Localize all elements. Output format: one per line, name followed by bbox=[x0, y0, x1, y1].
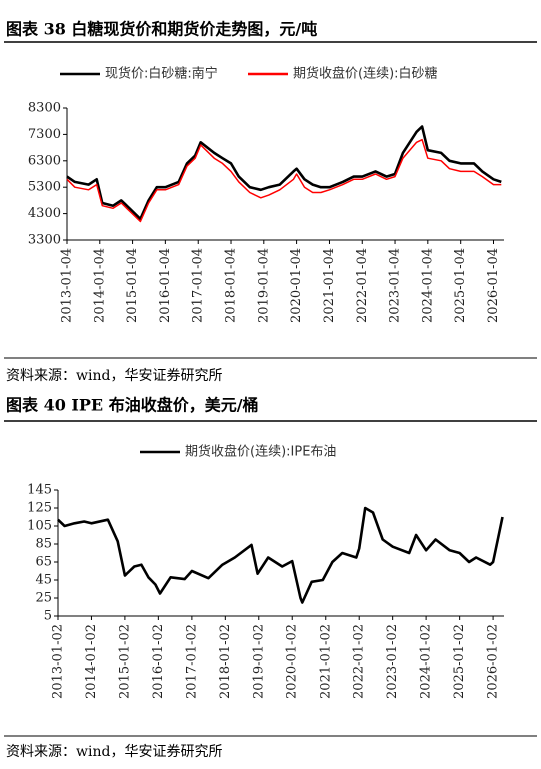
x-tick-label: 2016-01-04 bbox=[158, 248, 173, 323]
x-tick-label: 2014-01-02 bbox=[84, 624, 99, 699]
y-tick-label: 8300 bbox=[28, 101, 61, 116]
y-tick-label: 3300 bbox=[28, 233, 61, 248]
legend-label: 期货收盘价(连续):IPE布油 bbox=[185, 444, 336, 460]
y-tick-label: 6300 bbox=[28, 153, 61, 168]
x-tick-label: 2015-01-02 bbox=[117, 624, 132, 699]
y-tick-label: 25 bbox=[35, 591, 52, 606]
x-tick-label: 2020-01-04 bbox=[289, 248, 304, 323]
x-tick-label: 2022-01-04 bbox=[355, 248, 370, 323]
x-tick-label: 2021-01-02 bbox=[318, 624, 333, 699]
x-tick-label: 2019-01-02 bbox=[251, 624, 266, 699]
x-tick-label: 2023-01-04 bbox=[388, 248, 403, 323]
legend-label: 期货收盘价(连续):白砂糖 bbox=[293, 66, 438, 82]
x-tick-label: 2021-01-04 bbox=[322, 248, 337, 323]
y-tick-label: 125 bbox=[27, 501, 52, 516]
x-tick-label: 2017-01-02 bbox=[184, 624, 199, 699]
x-tick-label: 2018-01-02 bbox=[218, 624, 233, 699]
figure-title: 图表 40 IPE 布油收盘价，美元/桶 bbox=[6, 396, 259, 415]
x-tick-label: 2026-01-02 bbox=[486, 624, 501, 699]
series-line bbox=[57, 506, 504, 604]
x-tick-label: 2025-01-04 bbox=[453, 248, 468, 323]
x-tick-label: 2020-01-02 bbox=[285, 624, 300, 699]
y-tick-label: 5300 bbox=[28, 180, 61, 195]
y-tick-label: 65 bbox=[35, 555, 52, 570]
x-tick-label: 2025-01-02 bbox=[452, 624, 467, 699]
x-tick-label: 2026-01-04 bbox=[486, 248, 501, 323]
series-line bbox=[66, 138, 502, 223]
source: 资料来源：wind，华安证券研究所 bbox=[6, 368, 222, 384]
x-tick-label: 2017-01-04 bbox=[191, 248, 206, 323]
x-tick-label: 2015-01-04 bbox=[125, 248, 140, 323]
y-tick-label: 145 bbox=[27, 483, 52, 498]
x-tick-label: 2013-01-02 bbox=[51, 624, 66, 699]
y-tick-label: 85 bbox=[35, 537, 52, 552]
x-tick-label: 2018-01-04 bbox=[224, 248, 239, 323]
y-tick-label: 5 bbox=[44, 609, 52, 624]
x-tick-label: 2024-01-04 bbox=[420, 248, 435, 323]
y-tick-label: 7300 bbox=[28, 127, 61, 142]
y-tick-label: 4300 bbox=[28, 206, 61, 221]
x-tick-label: 2016-01-02 bbox=[151, 624, 166, 699]
x-tick-label: 2019-01-04 bbox=[256, 248, 271, 323]
source: 资料来源：wind，华安证券研究所 bbox=[6, 744, 222, 760]
x-tick-label: 2022-01-02 bbox=[352, 624, 367, 699]
y-tick-label: 45 bbox=[35, 573, 52, 588]
x-tick-label: 2014-01-04 bbox=[92, 248, 107, 323]
series-line bbox=[66, 125, 502, 221]
legend-label: 现货价:白砂糖:南宁 bbox=[105, 66, 218, 82]
figure-title: 图表 38 白糖现货价和期货价走势图，元/吨 bbox=[6, 20, 317, 39]
x-tick-label: 2023-01-02 bbox=[385, 624, 400, 699]
y-tick-label: 105 bbox=[27, 519, 52, 534]
x-tick-label: 2024-01-02 bbox=[419, 624, 434, 699]
x-tick-label: 2013-01-04 bbox=[60, 248, 75, 323]
